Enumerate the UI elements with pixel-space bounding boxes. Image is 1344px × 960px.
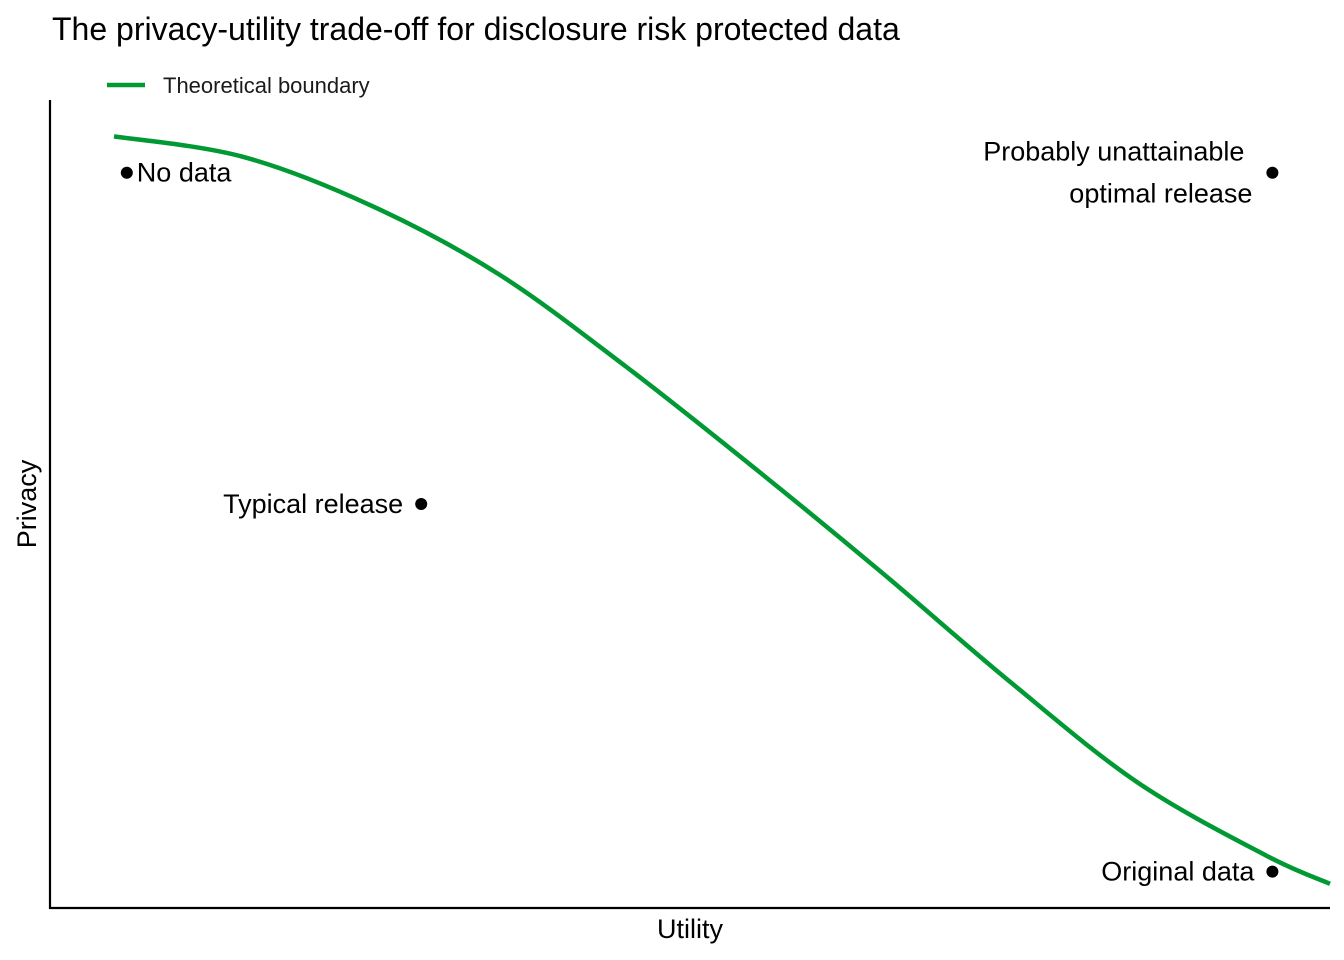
data-point-group-original-data: Original data: [1101, 857, 1279, 887]
data-point-probably-unattainable-optimal-release: [1266, 166, 1279, 179]
points-layer: No data Probably unattainable optimal rele…: [120, 137, 1279, 887]
axes: Utility Privacy: [12, 100, 1330, 944]
data-point-no-data: [120, 166, 133, 179]
legend: Theoretical boundary: [107, 73, 370, 98]
data-point-original-data: [1266, 865, 1279, 878]
chart-title: The privacy-utility trade-off for disclo…: [52, 11, 900, 47]
data-point-group-probably-unattainable-optimal-release: Probably unattainable optimal release: [983, 137, 1279, 209]
y-axis-label: Privacy: [12, 459, 42, 548]
series-line-theoretical-boundary: [113, 134, 1331, 886]
data-point-label-typical-release: Typical release: [223, 489, 403, 519]
data-point-group-no-data: No data: [120, 158, 233, 188]
series-layer: [113, 134, 1331, 886]
data-point-typical-release: [415, 498, 428, 510]
data-point-label-probably-unattainable-optimal-release-line-2: optimal release: [1069, 179, 1252, 209]
data-point-group-typical-release: Typical release: [223, 489, 428, 519]
data-point-label-original-data: Original data: [1101, 857, 1255, 887]
x-axis-label: Utility: [657, 914, 723, 944]
data-point-label-no-data: No data: [137, 158, 233, 188]
legend-label-theoretical-boundary: Theoretical boundary: [163, 73, 370, 98]
data-point-label-probably-unattainable-optimal-release-line-1: Probably unattainable: [983, 137, 1244, 167]
